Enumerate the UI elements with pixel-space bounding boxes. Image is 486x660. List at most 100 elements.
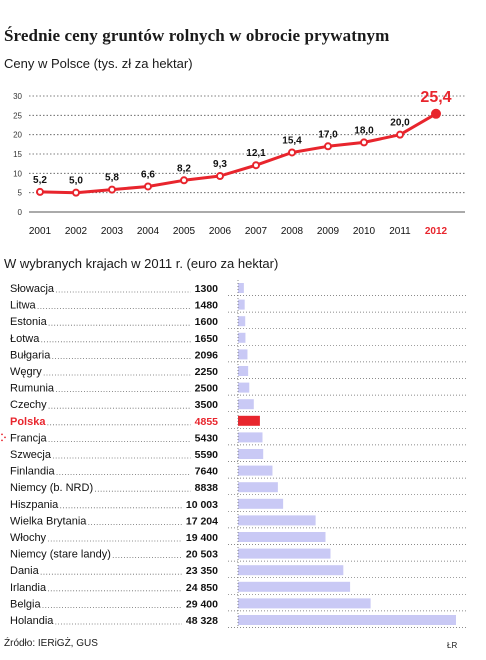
- x-tick-label: 2012: [425, 226, 448, 237]
- bar: [238, 598, 371, 609]
- data-point: [252, 161, 260, 170]
- bar: [238, 498, 284, 509]
- category-label: Szwecja: [10, 449, 52, 461]
- data-point: [288, 148, 296, 157]
- bar: [238, 316, 246, 327]
- source-note: Źródło: IERiGŻ, GUS: [4, 638, 98, 649]
- value-label: 1600: [195, 316, 219, 328]
- category-label: Słowacja: [10, 283, 55, 295]
- value-label: 5430: [195, 432, 219, 444]
- author-credit: ŁR: [447, 641, 458, 650]
- data-label: 8,2: [177, 163, 191, 174]
- bar: [238, 349, 248, 360]
- value-label: 1300: [195, 283, 219, 295]
- bar: [238, 449, 264, 459]
- bar: [238, 415, 260, 426]
- value-label: 10 003: [186, 499, 218, 511]
- value-label: 7640: [195, 466, 219, 478]
- x-tick-label: 2010: [353, 226, 376, 237]
- category-label: Finlandia: [10, 466, 56, 478]
- category-label: Dania: [10, 565, 40, 577]
- category-label: Węgry: [10, 366, 42, 378]
- value-label: 8838: [195, 482, 219, 494]
- y-tick-label: 15: [13, 150, 22, 159]
- data-label: 6,6: [141, 169, 155, 180]
- value-label: 4855: [195, 416, 219, 428]
- bar: [238, 465, 273, 476]
- category-label: Niemcy (stare landy): [10, 549, 111, 561]
- value-label: 3500: [195, 399, 219, 411]
- data-label: 9,3: [213, 159, 227, 170]
- marker-dot: [4, 436, 6, 439]
- line-chart-subtitle: Ceny w Polsce (tys. zł za hektar): [4, 56, 193, 71]
- y-tick-label: 25: [13, 111, 22, 120]
- y-tick-label: 0: [18, 208, 23, 217]
- data-label: 5,2: [33, 175, 47, 186]
- chart-title: Średnie ceny gruntów rolnych w obrocie p…: [4, 26, 390, 45]
- category-label: Wielka Brytania: [10, 515, 87, 527]
- value-label: 23 350: [186, 565, 218, 577]
- value-label: 2500: [195, 383, 219, 395]
- bar: [238, 565, 344, 576]
- bar: [238, 283, 244, 293]
- x-tick-label: 2011: [389, 226, 411, 237]
- value-label: 2250: [195, 366, 219, 378]
- bar: [238, 615, 456, 625]
- category-label: Polska: [10, 416, 46, 428]
- series-line: [39, 112, 437, 195]
- data-point: [72, 188, 80, 197]
- value-label: 19 400: [186, 532, 218, 544]
- bar: [238, 332, 246, 343]
- data-label: 5,0: [69, 176, 83, 187]
- category-label: Łotwa: [10, 333, 40, 345]
- x-tick-label: 2009: [317, 226, 340, 237]
- x-tick-label: 2002: [65, 226, 88, 237]
- bar: [238, 482, 278, 493]
- x-tick-label: 2003: [101, 226, 124, 237]
- line-chart: 0 5 10 15 20 25 30 5,2 5,0 5,8 6,6 8,2 9,3 12,1 15,4 17…: [13, 89, 465, 237]
- data-label: 18,0: [354, 125, 374, 136]
- value-label: 1480: [195, 300, 219, 312]
- bar: [238, 532, 326, 542]
- category-label: Francja: [10, 432, 48, 444]
- category-label: Belgia: [10, 598, 41, 610]
- value-label: 2096: [195, 349, 219, 361]
- category-label: Bułgaria: [10, 349, 51, 361]
- category-label: Rumunia: [10, 383, 55, 395]
- value-label: 17 204: [186, 515, 218, 527]
- data-point: [108, 185, 116, 194]
- data-point: [144, 182, 152, 191]
- value-label: 24 850: [186, 582, 218, 594]
- bar: [238, 399, 254, 410]
- x-tick-label: 2005: [173, 226, 196, 237]
- category-label: Niemcy (b. NRD): [10, 482, 93, 494]
- data-label: 17,0: [318, 129, 338, 140]
- y-tick-label: 20: [13, 131, 22, 140]
- bar: [238, 515, 316, 526]
- category-label: Włochy: [10, 532, 47, 544]
- data-label: 20,0: [390, 118, 410, 129]
- marker-dot: [1, 439, 3, 442]
- category-label: Czechy: [10, 399, 47, 411]
- category-label: Litwa: [10, 300, 37, 312]
- bar: [238, 366, 249, 376]
- marker-dot: [1, 433, 3, 436]
- value-label: 48 328: [186, 615, 218, 627]
- value-label: 1650: [195, 333, 219, 345]
- bar: [238, 382, 250, 393]
- y-tick-label: 10: [13, 169, 22, 178]
- category-label: Hiszpania: [10, 499, 59, 511]
- data-point: [180, 176, 188, 185]
- bar-chart-subtitle: W wybranych krajach w 2011 r. (euro za h…: [4, 256, 279, 271]
- value-label: 20 503: [186, 549, 218, 561]
- data-point: [36, 187, 44, 196]
- x-tick-label: 2001: [29, 226, 52, 237]
- x-tick-label: 2004: [137, 226, 160, 237]
- data-point: [360, 138, 368, 147]
- x-tick-label: 2008: [281, 226, 304, 237]
- y-tick-label: 30: [13, 92, 22, 101]
- x-tick-label: 2007: [245, 226, 268, 237]
- data-point: [396, 130, 404, 139]
- data-label: 12,1: [246, 148, 266, 159]
